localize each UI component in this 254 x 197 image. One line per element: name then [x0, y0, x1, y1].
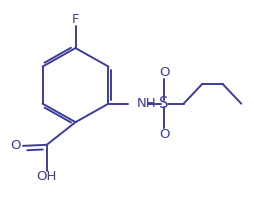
Text: NH: NH: [136, 97, 156, 110]
Text: S: S: [159, 96, 169, 111]
Text: F: F: [72, 13, 79, 26]
Text: O: O: [159, 128, 169, 141]
Text: OH: OH: [37, 170, 57, 183]
Text: O: O: [11, 139, 21, 152]
Text: O: O: [159, 66, 169, 79]
